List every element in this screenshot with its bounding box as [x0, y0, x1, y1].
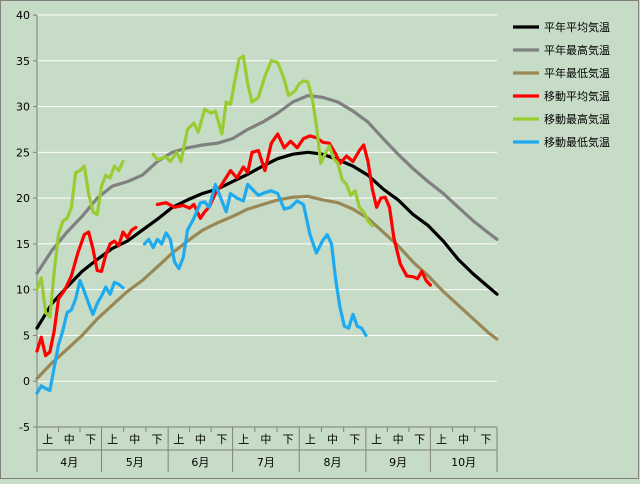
y-tick-label: 25 — [16, 146, 30, 159]
x-tick-label-month: 7月 — [257, 456, 275, 469]
series-line-1 — [35, 94, 499, 275]
x-tick-label-third: 上 — [107, 433, 118, 446]
x-tick-label-third: 下 — [349, 433, 360, 446]
x-tick-label-third: 下 — [414, 433, 425, 446]
x-tick-label-third: 上 — [42, 433, 53, 446]
y-tick-label: 40 — [16, 9, 30, 22]
x-tick-label-third: 下 — [283, 433, 294, 446]
x-tick-label-third: 中 — [327, 433, 338, 446]
grid-layer — [37, 14, 497, 428]
x-tick-label-third: 下 — [152, 433, 163, 446]
legend-label-2: 平年最低気温 — [544, 66, 610, 80]
legend-label-5: 移動最低気温 — [544, 135, 610, 149]
x-tick-label-month: 10月 — [451, 456, 476, 469]
y-tick-label: -5 — [19, 421, 30, 434]
series-layer — [35, 54, 499, 395]
series-line-5 — [35, 182, 368, 395]
y-tick-label: 15 — [16, 238, 30, 251]
y-tick-label: 10 — [16, 284, 30, 297]
legend-label-3: 移動平均気温 — [544, 89, 610, 103]
series-line-0 — [35, 150, 499, 330]
axis-layer: -50510152025303540上中下4月上中下5月上中下6月上中下7月上中… — [16, 9, 498, 472]
y-tick-label: 5 — [23, 329, 30, 342]
x-tick-label-third: 上 — [238, 433, 249, 446]
x-tick-label-third: 上 — [173, 433, 184, 446]
x-tick-label-third: 中 — [129, 433, 140, 446]
series-line-2 — [35, 194, 499, 381]
legend-label-1: 平年最高気温 — [544, 43, 610, 57]
legend-label-0: 平年平均気温 — [544, 20, 610, 34]
y-tick-label: 35 — [16, 55, 30, 68]
x-tick-label-third: 下 — [216, 433, 227, 446]
x-tick-label-month: 8月 — [324, 456, 342, 469]
x-tick-label-third: 上 — [305, 433, 316, 446]
x-tick-label-third: 下 — [480, 433, 491, 446]
x-tick-label-third: 中 — [458, 433, 469, 446]
x-tick-label-third: 中 — [64, 433, 75, 446]
y-tick-label: 20 — [16, 192, 30, 205]
x-tick-label-third: 中 — [260, 433, 271, 446]
series-line-4 — [35, 54, 374, 319]
x-tick-label-third: 上 — [436, 433, 447, 446]
x-tick-label-third: 下 — [85, 433, 96, 446]
x-tick-label-third: 中 — [195, 433, 206, 446]
x-tick-label-month: 4月 — [60, 456, 78, 469]
y-tick-label: 0 — [23, 375, 30, 388]
x-tick-label-third: 上 — [371, 433, 382, 446]
x-tick-label-month: 6月 — [191, 456, 209, 469]
y-tick-label: 30 — [16, 101, 30, 114]
x-tick-label-month: 5月 — [126, 456, 144, 469]
legend-label-4: 移動最高気温 — [544, 112, 610, 126]
x-tick-label-month: 9月 — [389, 456, 407, 469]
x-tick-label-third: 中 — [393, 433, 404, 446]
